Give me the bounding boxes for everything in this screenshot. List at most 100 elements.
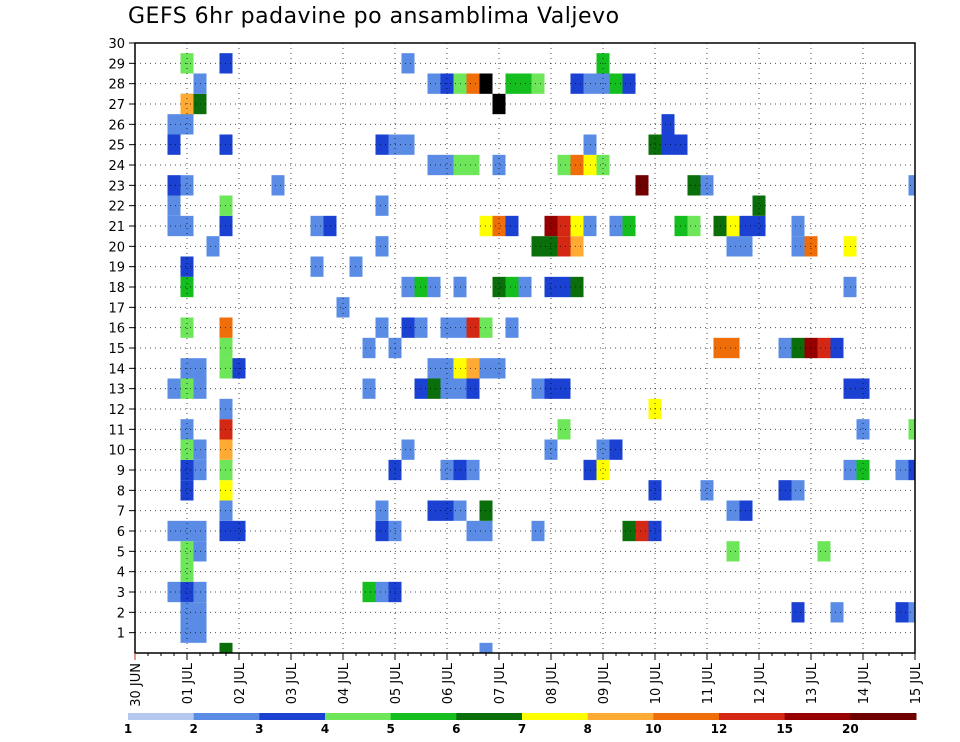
heatmap-cell xyxy=(427,358,441,379)
y-tick-label: 10 xyxy=(108,444,125,459)
heatmap-cell xyxy=(362,337,376,359)
heatmap-cell xyxy=(557,236,571,257)
heatmap-cell xyxy=(180,622,194,643)
heatmap-cell xyxy=(908,459,915,481)
heatmap-cell xyxy=(635,175,649,196)
legend-swatch xyxy=(128,713,195,720)
x-tick-label: 09 JUL xyxy=(597,662,612,704)
heatmap-cell xyxy=(596,154,610,176)
y-tick-label: 15 xyxy=(108,342,125,357)
y-tick-label: 5 xyxy=(117,545,125,560)
heatmap-cell xyxy=(908,175,915,196)
heatmap-cell xyxy=(596,459,610,481)
heatmap-cell xyxy=(817,541,831,562)
y-tick-label: 2 xyxy=(117,606,125,621)
x-tick-label: 03 JUL xyxy=(285,662,300,704)
heatmap-cell xyxy=(180,256,194,277)
heatmap-cell xyxy=(336,297,350,318)
heatmap-cell xyxy=(180,459,194,481)
heatmap-cell xyxy=(908,419,915,440)
legend-label: 20 xyxy=(842,722,859,736)
legend-label: 6 xyxy=(452,722,460,736)
heatmap-cell xyxy=(180,439,194,460)
heatmap-cell xyxy=(466,459,480,481)
heatmap-cell xyxy=(271,175,285,196)
heatmap-cell xyxy=(427,500,441,521)
heatmap-cell xyxy=(661,134,675,155)
y-tick-label: 20 xyxy=(108,240,125,255)
heatmap-cell xyxy=(492,154,506,176)
x-tick-label: 15 JUL xyxy=(909,662,924,704)
heatmap-cell xyxy=(895,459,909,481)
y-tick-label: 16 xyxy=(108,322,125,337)
heatmap-cell xyxy=(167,134,181,155)
heatmap-cell xyxy=(375,134,389,155)
heatmap-cell xyxy=(440,500,454,521)
legend-label: 2 xyxy=(189,722,197,736)
heatmap-cell xyxy=(180,276,194,298)
heatmap-cell xyxy=(570,236,584,257)
legend-swatch xyxy=(193,713,260,720)
heatmap-cell xyxy=(466,378,480,399)
heatmap-cell xyxy=(622,73,636,94)
heatmap-cell xyxy=(375,500,389,521)
heatmap-cell xyxy=(505,215,519,237)
heatmap-cell xyxy=(557,276,571,298)
legend-label: 7 xyxy=(518,722,526,736)
heatmap-cell xyxy=(180,419,194,440)
heatmap-cell xyxy=(726,337,740,359)
legend-swatch xyxy=(653,713,720,720)
y-tick-label: 6 xyxy=(117,525,125,540)
heatmap-cell xyxy=(427,73,441,94)
y-tick-label: 14 xyxy=(108,362,125,377)
heatmap-cell xyxy=(167,215,181,237)
x-tick-label: 02 JUL xyxy=(233,662,248,704)
heatmap-cell xyxy=(362,581,376,603)
heatmap-cell xyxy=(791,215,805,237)
heatmap-cell xyxy=(232,520,246,542)
y-tick-label: 21 xyxy=(108,220,125,235)
x-tick-label: 06 JUL xyxy=(441,662,456,704)
legend-swatch xyxy=(587,713,654,720)
x-tick-label: 13 JUL xyxy=(805,662,820,704)
heatmap-cell xyxy=(791,602,805,623)
heatmap-cell xyxy=(531,73,545,94)
heatmap-cell xyxy=(427,276,441,298)
heatmap-cell xyxy=(635,520,649,542)
heatmap-cell xyxy=(557,215,571,237)
heatmap-cell xyxy=(167,195,181,216)
y-tick-label: 19 xyxy=(108,261,125,276)
x-tick-label: 04 JUL xyxy=(337,662,352,704)
y-tick-label: 23 xyxy=(108,179,125,194)
y-tick-label: 18 xyxy=(108,281,125,296)
legend-swatch xyxy=(784,713,851,720)
y-tick-label: 27 xyxy=(108,98,125,113)
heatmap-cell xyxy=(856,419,870,440)
heatmap-cell xyxy=(466,154,480,176)
heatmap-cell xyxy=(440,459,454,481)
heatmap-cell xyxy=(726,541,740,562)
heatmap-cell xyxy=(219,642,233,653)
heatmap-cell xyxy=(375,317,389,338)
heatmap-cell xyxy=(167,378,181,399)
heatmap-cell xyxy=(466,73,480,94)
x-tick-label: 10 JUL xyxy=(649,662,664,704)
heatmap-cell xyxy=(180,602,194,623)
heatmap-cell xyxy=(167,114,181,135)
heatmap-cell xyxy=(830,337,844,359)
heatmap-cell xyxy=(492,215,506,237)
x-tick-label: 01 JUL xyxy=(181,662,196,704)
y-tick-label: 24 xyxy=(108,159,125,174)
heatmap-cell xyxy=(180,520,194,542)
y-tick-label: 7 xyxy=(117,505,125,520)
heatmap-cell xyxy=(622,215,636,237)
heatmap-cell xyxy=(622,520,636,542)
x-tick-label: 14 JUL xyxy=(857,662,872,704)
heatmap-cell xyxy=(206,236,220,257)
grid-layer xyxy=(135,43,915,653)
heatmap-cell xyxy=(752,195,766,216)
heatmap-cell xyxy=(531,236,545,257)
heatmap-cell xyxy=(375,520,389,542)
heatmap-cell xyxy=(362,378,376,399)
